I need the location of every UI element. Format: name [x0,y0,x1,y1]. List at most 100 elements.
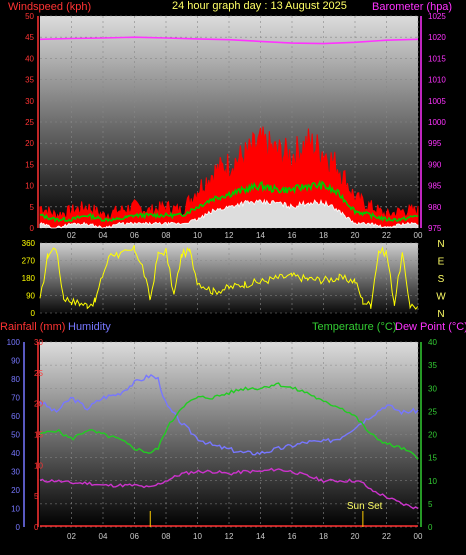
temperature-tick-label: 25 [428,407,437,416]
wind-x-tick-label: 10 [193,231,202,240]
direction-tick-label: 180 [22,274,36,283]
direction-series-line [39,245,419,310]
barometer-tick-label: 995 [428,139,442,148]
dewpoint-title: Dew Point (°C) [395,321,466,333]
compass-tick-label: N [437,309,444,320]
direction-tick-label: 90 [26,292,35,301]
temp-x-axis: 02 04 06 08 10 12 14 16 18 20 22 00 [67,532,423,541]
wind-x-tick-label: 16 [288,231,297,240]
temp-x-tick-label: 04 [99,532,108,541]
wind-x-tick-label: 04 [99,231,108,240]
barometer-tick-label: 1025 [428,12,446,21]
humidity-tick-label: 10 [11,505,20,514]
temp-x-tick-label: 14 [256,532,265,541]
direction-grid [40,242,419,314]
windspeed-tick-label: 30 [25,97,34,106]
temperature-tick-label: 40 [428,338,437,347]
barometer-series [39,36,419,45]
barometer-tick-label: 1005 [428,97,446,106]
temp-x-tick-label: 08 [162,532,171,541]
temp-x-tick-label: 16 [288,532,297,541]
compass-tick-label: N [437,239,444,250]
windspeed-tick-label: 40 [25,54,34,63]
direction-series [39,245,419,310]
windspeed-tick-label: 15 [25,160,34,169]
temp-grid [40,341,419,528]
humidity-tick-label: 0 [16,523,21,532]
temperature-tick-label: 0 [428,523,433,532]
wind-left-axis: 0 5 10 15 20 25 30 35 40 45 50 [25,12,39,233]
temp-x-tick-label: 10 [193,532,202,541]
rainfall-tick-label: 0 [34,523,39,532]
wind-x-tick-label: 08 [162,231,171,240]
lull-series [39,198,419,229]
compass-tick-label: W [436,292,446,303]
barometer-tick-label: 1015 [428,54,446,63]
windspeed-tick-label: 20 [25,139,34,148]
humidity-tick-label: 30 [11,468,20,477]
graph-date-title: 24 hour graph day : 13 August 2025 [172,0,347,12]
wind-x-axis: 02 04 06 08 10 12 14 16 18 20 22 00 [67,231,423,240]
wind-x-tick-label: 20 [351,231,360,240]
wind-x-tick-label: 02 [67,231,76,240]
compass-tick-label: E [438,257,445,268]
humidity-tick-label: 90 [11,357,20,366]
windspeed-tick-label: 45 [25,33,34,42]
temp-x-tick-label: 22 [382,532,391,541]
temperature-tick-label: 5 [428,500,433,509]
temperature-series [39,382,419,460]
direction-left-axis: 0 90 180 270 360 [22,239,36,318]
sunset-label: Sun Set [347,501,383,512]
barometer-tick-label: 985 [428,182,442,191]
temperature-tick-label: 20 [428,431,437,440]
barometer-tick-label: 1010 [428,76,446,85]
wind-x-tick-label: 18 [319,231,328,240]
average-series [39,179,419,223]
barometer-tick-label: 1000 [428,118,446,127]
barometer-tick-label: 980 [428,203,442,212]
barometer-tick-label: 990 [428,160,442,169]
direction-tick-label: 270 [22,257,36,266]
temp-x-tick-label: 20 [351,532,360,541]
barometer-axis: 975 980 985 990 995 1000 1005 1010 1015 1020 1025 [420,12,446,233]
windspeed-tick-label: 10 [25,182,34,191]
humidity-tick-label: 100 [7,338,21,347]
temp-x-tick-label: 12 [225,532,234,541]
temp-x-tick-label: 06 [130,532,139,541]
windspeed-tick-label: 0 [30,224,35,233]
temperature-tick-label: 30 [428,384,437,393]
wind-x-tick-label: 12 [225,231,234,240]
gust-series [39,126,419,228]
humidity-tick-label: 60 [11,412,20,421]
humidity-tick-label: 40 [11,449,20,458]
direction-tick-label: 360 [22,239,36,248]
windspeed-tick-label: 5 [30,203,35,212]
wind-x-tick-label: 00 [414,231,423,240]
compass-tick-label: S [438,274,445,285]
wind-x-tick-label: 22 [382,231,391,240]
windspeed-tick-label: 35 [25,76,34,85]
temp-x-tick-label: 18 [319,532,328,541]
humidity-tick-label: 50 [11,431,20,440]
temp-series [39,373,419,527]
rainfall-title: Rainfall (mm) [0,321,65,333]
temperature-tick-label: 15 [428,454,437,463]
wind-series [39,36,419,229]
humidity-axis: 0 10 20 30 40 50 60 70 80 90 100 [7,338,25,532]
temperature-tick-label: 10 [428,477,437,486]
temperature-title: Temperature (°C) [312,321,396,333]
humidity-tick-label: 20 [11,486,20,495]
humidity-tick-label: 70 [11,394,20,403]
windspeed-tick-label: 50 [25,12,34,21]
barometer-tick-label: 975 [428,224,442,233]
direction-tick-label: 0 [31,309,36,318]
humidity-series [39,373,419,456]
windspeed-tick-label: 25 [25,118,34,127]
temperature-tick-label: 35 [428,361,437,370]
temp-x-tick-label: 00 [414,532,423,541]
wind-x-tick-label: 06 [130,231,139,240]
windspeed-title: Windspeed (kph) [8,1,91,13]
